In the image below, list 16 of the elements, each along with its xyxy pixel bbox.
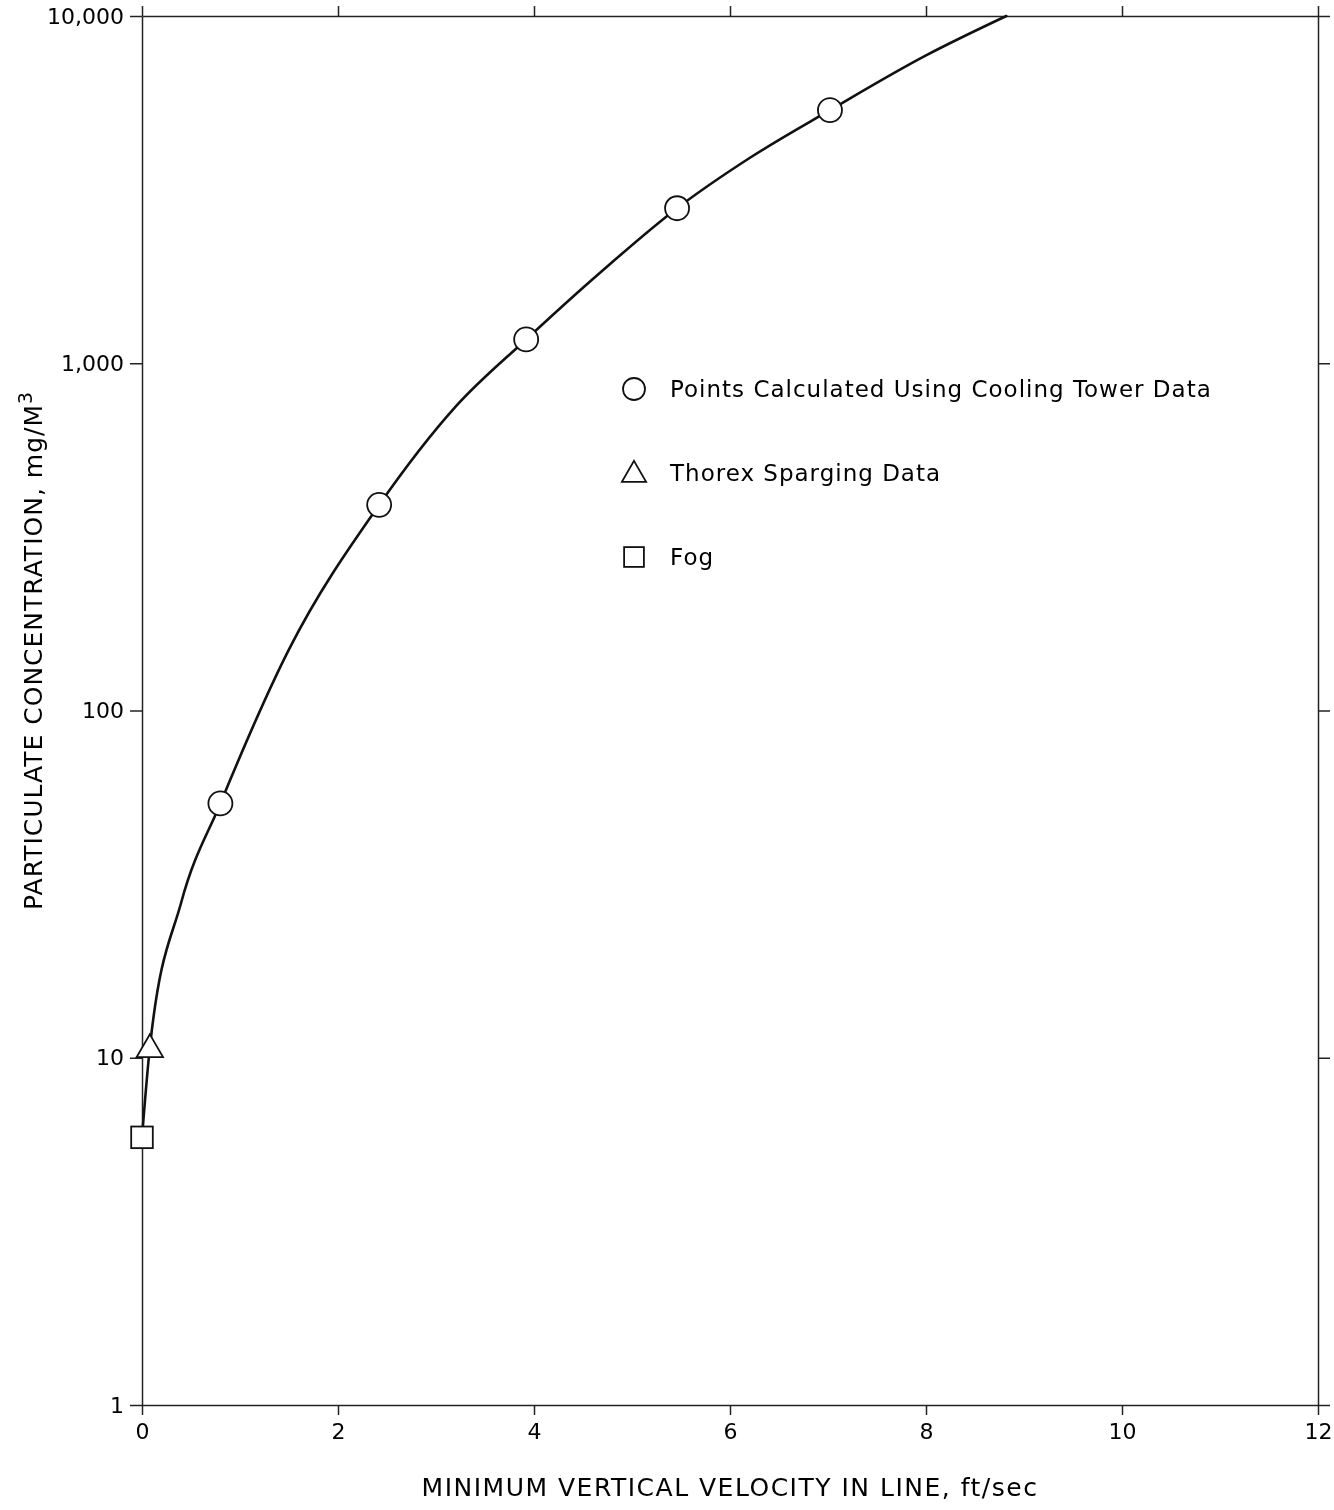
x-tick-label: 10 [1108,1418,1137,1444]
legend-label: Points Calculated Using Cooling Tower Data [670,376,1212,402]
legend-label: Fog [670,544,715,570]
x-tick-label: 8 [919,1418,934,1444]
y-tick-label: 10 [96,1045,124,1071]
x-tick-label: 2 [331,1418,346,1444]
y-tick-label: 100 [82,698,124,724]
x-tick-label: 6 [723,1418,738,1444]
y-tick-label: 1,000 [61,350,124,376]
y-tick-label: 10,000 [47,3,124,29]
legend-label: Thorex Sparging Data [669,460,942,486]
x-tick-label: 4 [527,1418,542,1444]
y-tick-label: 1 [110,1392,124,1418]
x-axis-title: MINIMUM VERTICAL VELOCITY IN LINE, ft/sec [421,1473,1039,1502]
x-tick-label: 0 [135,1418,150,1444]
x-tick-label: 12 [1304,1418,1333,1444]
